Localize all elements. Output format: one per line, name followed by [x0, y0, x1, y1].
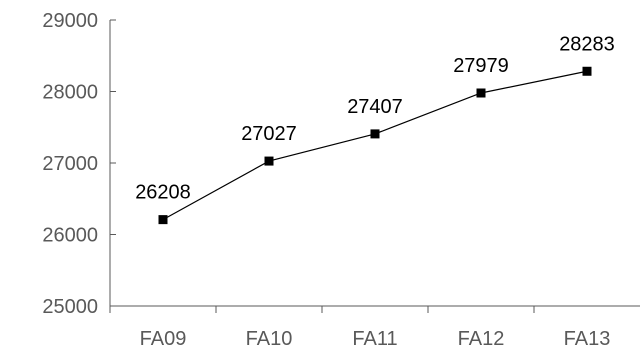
data-label: 27407: [347, 96, 403, 118]
x-tick-label: FA12: [458, 328, 505, 350]
data-point-marker: [370, 129, 380, 139]
x-tick-label: FA13: [564, 328, 611, 350]
y-tick-label: 28000: [42, 82, 98, 104]
data-label: 27027: [241, 123, 297, 145]
data-label: 26208: [135, 182, 191, 204]
y-tick-label: 26000: [42, 225, 98, 247]
data-point-marker: [264, 156, 274, 166]
y-tick-label: 29000: [42, 10, 98, 32]
x-tick-label: FA10: [246, 328, 293, 350]
x-axis-ticks: FA09 FA10 FA11 FA12 FA13: [109, 306, 611, 350]
data-labels: 26208 27027 27407 27979 28283: [135, 33, 615, 203]
series-group: [158, 66, 592, 225]
data-label: 28283: [559, 33, 615, 55]
x-tick-label: FA11: [352, 328, 397, 350]
y-tick-label: 25000: [42, 296, 98, 318]
series-line: [162, 70, 588, 221]
y-axis-ticks: 25000 26000 27000 28000 29000: [42, 10, 116, 318]
data-point-marker: [476, 88, 486, 98]
data-label: 27979: [453, 55, 509, 77]
data-point-marker: [158, 215, 168, 225]
y-tick-label: 27000: [42, 153, 98, 175]
data-point-marker: [582, 66, 592, 76]
x-tick-label: FA09: [140, 328, 187, 350]
